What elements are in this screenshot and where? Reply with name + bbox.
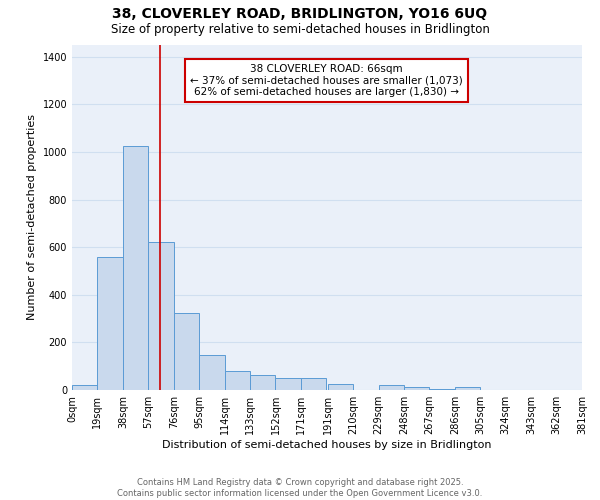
Bar xyxy=(72,385,97,390)
Bar xyxy=(430,389,455,390)
Text: Size of property relative to semi-detached houses in Bridlington: Size of property relative to semi-detach… xyxy=(110,22,490,36)
Bar xyxy=(301,378,326,390)
Text: 38, CLOVERLEY ROAD, BRIDLINGTON, YO16 6UQ: 38, CLOVERLEY ROAD, BRIDLINGTON, YO16 6U… xyxy=(112,8,488,22)
Bar xyxy=(123,146,148,390)
Bar xyxy=(174,312,199,390)
Bar xyxy=(97,257,123,390)
Text: 38 CLOVERLEY ROAD: 66sqm
← 37% of semi-detached houses are smaller (1,073)
62% o: 38 CLOVERLEY ROAD: 66sqm ← 37% of semi-d… xyxy=(190,64,463,97)
Bar xyxy=(404,387,430,390)
Bar xyxy=(148,242,174,390)
Bar xyxy=(250,374,275,390)
Bar xyxy=(455,387,480,390)
Bar xyxy=(199,355,224,390)
Bar xyxy=(224,371,250,390)
X-axis label: Distribution of semi-detached houses by size in Bridlington: Distribution of semi-detached houses by … xyxy=(162,440,492,450)
Y-axis label: Number of semi-detached properties: Number of semi-detached properties xyxy=(27,114,37,320)
Bar xyxy=(328,384,353,390)
Bar xyxy=(379,385,404,390)
Text: Contains HM Land Registry data © Crown copyright and database right 2025.
Contai: Contains HM Land Registry data © Crown c… xyxy=(118,478,482,498)
Bar xyxy=(275,378,301,390)
